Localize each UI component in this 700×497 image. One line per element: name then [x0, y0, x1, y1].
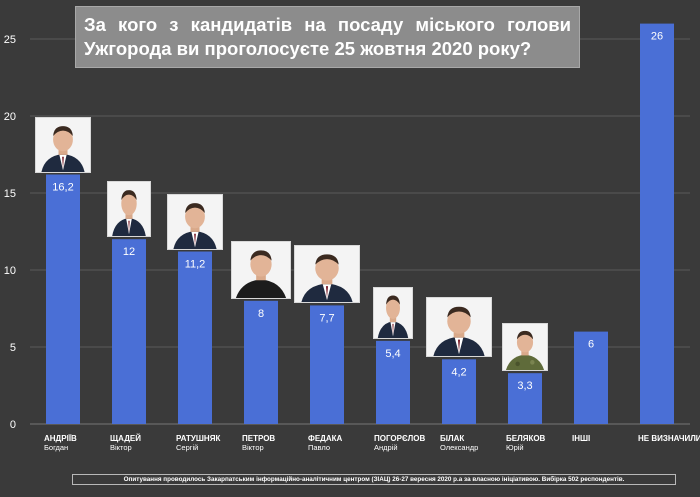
bar-value-label: 4,2: [451, 366, 466, 378]
person-icon: [295, 246, 359, 303]
x-category-label: БЕЛЯКОВ: [506, 434, 546, 443]
bar: [310, 305, 344, 424]
candidate-photo: [502, 323, 548, 372]
chart-title: За кого з кандидатів на посаду міського …: [75, 6, 580, 68]
person-icon: [374, 287, 412, 338]
y-tick-label: 20: [4, 111, 16, 123]
x-category-label: БІЛАК: [440, 434, 464, 443]
bar-value-label: 8: [258, 308, 264, 320]
bar-value-label: 3,3: [517, 380, 532, 392]
x-category-sublabel: Богдан: [44, 443, 68, 452]
person-icon: [427, 298, 491, 357]
candidate-photo: [167, 193, 223, 250]
bar: [244, 300, 278, 424]
bar-value-label: 16,2: [52, 182, 73, 194]
x-category-sublabel: Павло: [308, 443, 330, 452]
x-category-label: ПЕТРОВ: [242, 434, 275, 443]
candidate-photo: [35, 116, 91, 173]
bar-value-label: 5,4: [385, 348, 400, 360]
candidate-photo: [231, 240, 291, 299]
survey-footnote: Опитування проводилось Закарпатським інф…: [72, 474, 676, 485]
x-category-label: АНДРІЇВ: [44, 434, 77, 443]
y-tick-label: 5: [10, 342, 16, 354]
x-category-sublabel: Віктор: [110, 443, 132, 452]
person-icon: [36, 117, 90, 172]
person-icon: [503, 324, 547, 371]
bar-value-label: 7,7: [319, 312, 334, 324]
bar: [442, 359, 476, 424]
bar: [376, 340, 410, 424]
bar-value-label: 6: [588, 339, 594, 351]
x-category-sublabel: Олександр: [440, 443, 478, 452]
bar: [508, 373, 542, 424]
bar: [112, 239, 146, 424]
title-line-1: За кого з кандидатів на посаду міського …: [84, 14, 571, 35]
bar-value-label: 12: [123, 246, 135, 258]
person-icon: [232, 241, 290, 298]
x-category-label: ЩАДЕЙ: [110, 434, 141, 443]
x-category-sublabel: Юрій: [506, 443, 524, 452]
x-category-label: РАТУШНЯК: [176, 434, 220, 443]
candidate-photo: [373, 286, 413, 339]
x-category-sublabel: Андрій: [374, 443, 398, 452]
bar-value-label: 26: [651, 31, 663, 43]
person-icon: [168, 194, 222, 249]
bar: [178, 251, 212, 424]
y-tick-label: 25: [4, 34, 16, 46]
person-icon: [108, 182, 150, 237]
x-category-label: ПОГОРЄЛОВ: [374, 434, 425, 443]
candidate-photo: [426, 297, 492, 358]
x-category-sublabel: Сергій: [176, 443, 198, 452]
candidate-photo: [294, 245, 360, 304]
x-category-label: ФЕДАКА: [308, 434, 343, 443]
y-tick-label: 10: [4, 265, 16, 277]
x-category-label: НЕ ВИЗНАЧИЛИСЯ: [638, 434, 700, 443]
title-line-2: Ужгорода ви проголосуєте 25 жовтня 2020 …: [84, 38, 532, 59]
bar: [46, 174, 80, 424]
x-category-sublabel: Віктор: [242, 443, 264, 452]
bar-value-label: 11,2: [185, 259, 206, 271]
y-tick-label: 0: [10, 419, 16, 431]
bar: [574, 331, 608, 424]
candidate-photo: [107, 181, 151, 238]
bar: [640, 23, 674, 424]
x-category-label: ІНШІ: [572, 434, 590, 443]
y-tick-label: 15: [4, 188, 16, 200]
